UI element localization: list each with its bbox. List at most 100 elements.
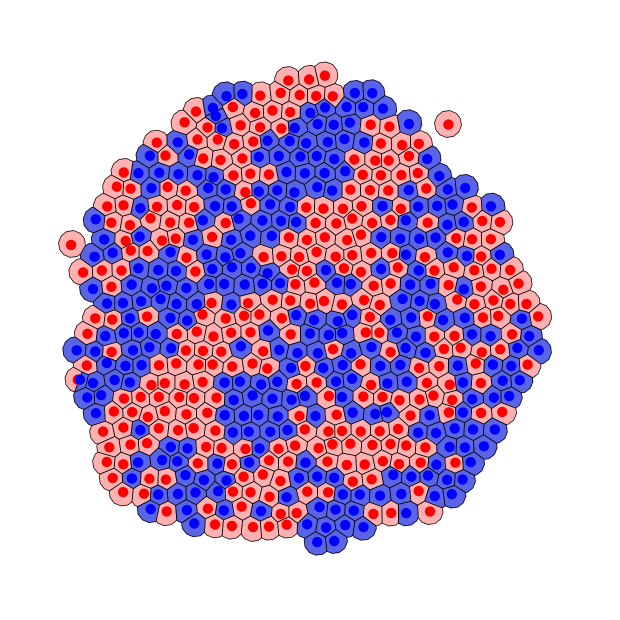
red-nucleus: [443, 407, 455, 418]
blue-nucleus: [460, 182, 471, 194]
red-nucleus: [357, 169, 368, 180]
blue-nucleus: [172, 456, 183, 467]
red-nucleus: [108, 406, 120, 417]
red-nucleus: [247, 358, 258, 369]
red-nucleus: [355, 266, 367, 278]
blue-nucleus: [403, 184, 414, 196]
red-nucleus: [505, 298, 516, 310]
blue-nucleus: [312, 471, 323, 482]
blue-nucleus: [281, 166, 292, 178]
red-nucleus: [384, 121, 395, 132]
blue-nucleus: [135, 424, 146, 436]
cell-edge: [526, 338, 552, 365]
red-nucleus: [191, 326, 202, 337]
red-nucleus: [215, 154, 226, 166]
blue-nucleus: [485, 331, 496, 342]
red-nucleus: [238, 310, 250, 321]
blue-nucleus: [320, 522, 332, 533]
blue-nucleus: [244, 457, 255, 468]
red-nucleus: [190, 106, 202, 117]
blue-nucleus: [245, 230, 256, 241]
cell-edge: [427, 162, 452, 188]
red-nucleus: [522, 359, 533, 370]
red-nucleus: [422, 311, 433, 322]
blue-nucleus: [337, 489, 349, 500]
cell-edge: [397, 500, 419, 527]
red-nucleus: [421, 183, 432, 194]
blue-nucleus: [203, 182, 214, 194]
red-nucleus: [183, 217, 195, 228]
blue-nucleus: [216, 122, 228, 134]
red-nucleus: [263, 455, 275, 466]
red-nucleus: [160, 150, 171, 161]
red-nucleus: [355, 359, 366, 370]
red-nucleus: [323, 390, 335, 402]
red-nucleus: [207, 359, 218, 370]
blue-nucleus: [323, 329, 334, 341]
blue-nucleus: [109, 374, 120, 386]
red-nucleus: [106, 281, 117, 292]
blue-nucleus: [375, 360, 386, 372]
blue-nucleus: [226, 299, 237, 310]
blue-nucleus: [267, 393, 278, 404]
blue-nucleus: [319, 102, 331, 113]
red-nucleus: [159, 406, 170, 417]
blue-nucleus: [265, 426, 276, 437]
red-nucleus: [65, 239, 77, 251]
red-nucleus: [197, 309, 208, 320]
red-nucleus: [245, 487, 256, 498]
blue-nucleus: [243, 426, 254, 437]
blue-nucleus: [370, 408, 381, 420]
red-nucleus: [475, 251, 487, 262]
red-nucleus: [341, 459, 352, 471]
red-nucleus: [275, 508, 286, 520]
cell-edge: [240, 515, 262, 542]
red-nucleus: [111, 181, 123, 192]
blue-nucleus: [101, 357, 113, 369]
red-nucleus: [392, 423, 404, 435]
blue-nucleus: [516, 313, 528, 324]
blue-nucleus: [285, 362, 297, 374]
blue-nucleus: [449, 423, 460, 434]
red-nucleus: [90, 313, 101, 324]
cell-edge: [410, 130, 433, 155]
red-nucleus: [242, 298, 254, 309]
red-nucleus: [228, 170, 239, 181]
blue-nucleus: [150, 328, 161, 340]
red-nucleus: [125, 439, 136, 450]
blue-nucleus: [430, 232, 441, 243]
blue-nucleus: [328, 472, 340, 483]
red-nucleus: [309, 277, 320, 288]
blue-nucleus: [299, 168, 311, 179]
red-nucleus: [403, 150, 415, 162]
blue-nucleus: [90, 408, 102, 419]
blue-nucleus: [322, 136, 333, 148]
nuclei-layer: [65, 70, 544, 548]
blue-nucleus: [272, 411, 283, 422]
red-nucleus: [301, 202, 312, 213]
blue-nucleus: [337, 359, 348, 371]
red-nucleus: [237, 153, 248, 164]
blue-nucleus: [442, 219, 453, 230]
blue-nucleus: [478, 441, 490, 452]
red-nucleus: [264, 491, 275, 502]
red-nucleus: [396, 169, 407, 181]
blue-nucleus: [165, 343, 177, 354]
cell-edge: [362, 501, 383, 527]
red-nucleus: [144, 473, 155, 484]
blue-nucleus: [144, 342, 155, 353]
blue-nucleus: [359, 137, 370, 148]
blue-nucleus: [459, 312, 471, 323]
red-nucleus: [395, 203, 407, 214]
red-nucleus: [374, 327, 385, 338]
blue-nucleus: [291, 310, 302, 321]
blue-nucleus: [181, 504, 193, 516]
blue-nucleus: [422, 470, 434, 481]
blue-nucleus: [189, 518, 200, 529]
red-nucleus: [283, 232, 295, 243]
blue-nucleus: [305, 107, 316, 119]
blue-nucleus: [154, 167, 165, 178]
blue-nucleus: [367, 87, 378, 99]
blue-nucleus: [238, 410, 250, 422]
red-nucleus: [318, 203, 329, 214]
